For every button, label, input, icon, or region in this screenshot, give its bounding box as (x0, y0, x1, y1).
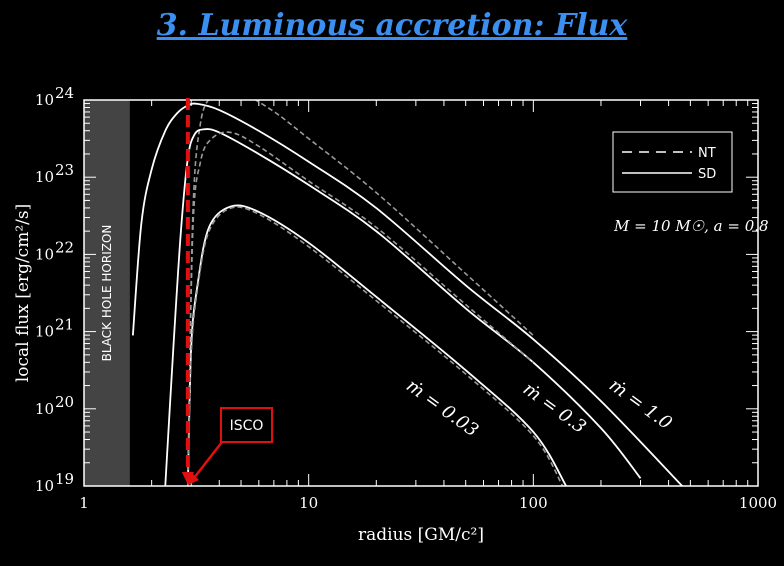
y-tick-exponent: 22 (55, 238, 74, 256)
curve-label-2: ṁ = 1.0 (605, 375, 676, 434)
y-tick-label: 10 (35, 323, 54, 341)
y-tick-label: 10 (35, 477, 54, 495)
y-tick-label: 10 (35, 400, 54, 418)
black-hole-horizon-region (84, 100, 130, 486)
series-curve-0 (131, 102, 683, 486)
x-tick-label: 1 (79, 494, 89, 512)
y-tick-exponent: 19 (55, 470, 74, 488)
x-tick-label: 100 (519, 494, 548, 512)
isco-pointer-head (187, 473, 199, 485)
parameters-label: M = 10 M☉, a = 0.8 (613, 217, 769, 235)
curve-label-0: ṁ = 0.03 (402, 375, 482, 441)
series-curve-4 (186, 204, 567, 486)
y-tick-exponent: 24 (55, 84, 74, 102)
slide-title: 3. Luminous accretion: Flux (156, 8, 628, 43)
y-axis-label: local flux [erg/cm²/s] (13, 204, 33, 382)
flux-curves (131, 100, 683, 486)
y-tick-label: 10 (35, 168, 54, 186)
y-tick-label: 10 (35, 245, 54, 263)
curve-labels: ṁ = 0.03 ṁ = 0.3 ṁ = 1.0 (402, 375, 676, 442)
y-tick-label: 10 (35, 91, 54, 109)
x-tick-label: 1000 (739, 494, 777, 512)
y-tick-exponent: 21 (55, 316, 74, 334)
x-tick-label: 10 (299, 494, 318, 512)
x-axis-label: radius [GM/c²] (358, 525, 484, 545)
axis-ticks (84, 100, 758, 486)
plot-frame (83, 99, 759, 487)
y-tick-exponent: 23 (55, 161, 74, 179)
isco-label: ISCO (230, 418, 264, 434)
y-tick-exponent: 20 (55, 393, 74, 411)
legend-nt-label: NT (698, 146, 716, 161)
series-curve-5 (187, 206, 564, 486)
isco-marker: ISCO (181, 98, 273, 485)
isco-pointer (189, 441, 223, 483)
legend-sd-label: SD (698, 167, 716, 182)
black-hole-horizon-label: BLACK HOLE HORIZON (100, 225, 114, 362)
legend: NT SD (612, 131, 733, 193)
isco-box (220, 407, 273, 443)
isco-arrowhead (181, 472, 194, 485)
series-curve-1 (187, 100, 534, 486)
